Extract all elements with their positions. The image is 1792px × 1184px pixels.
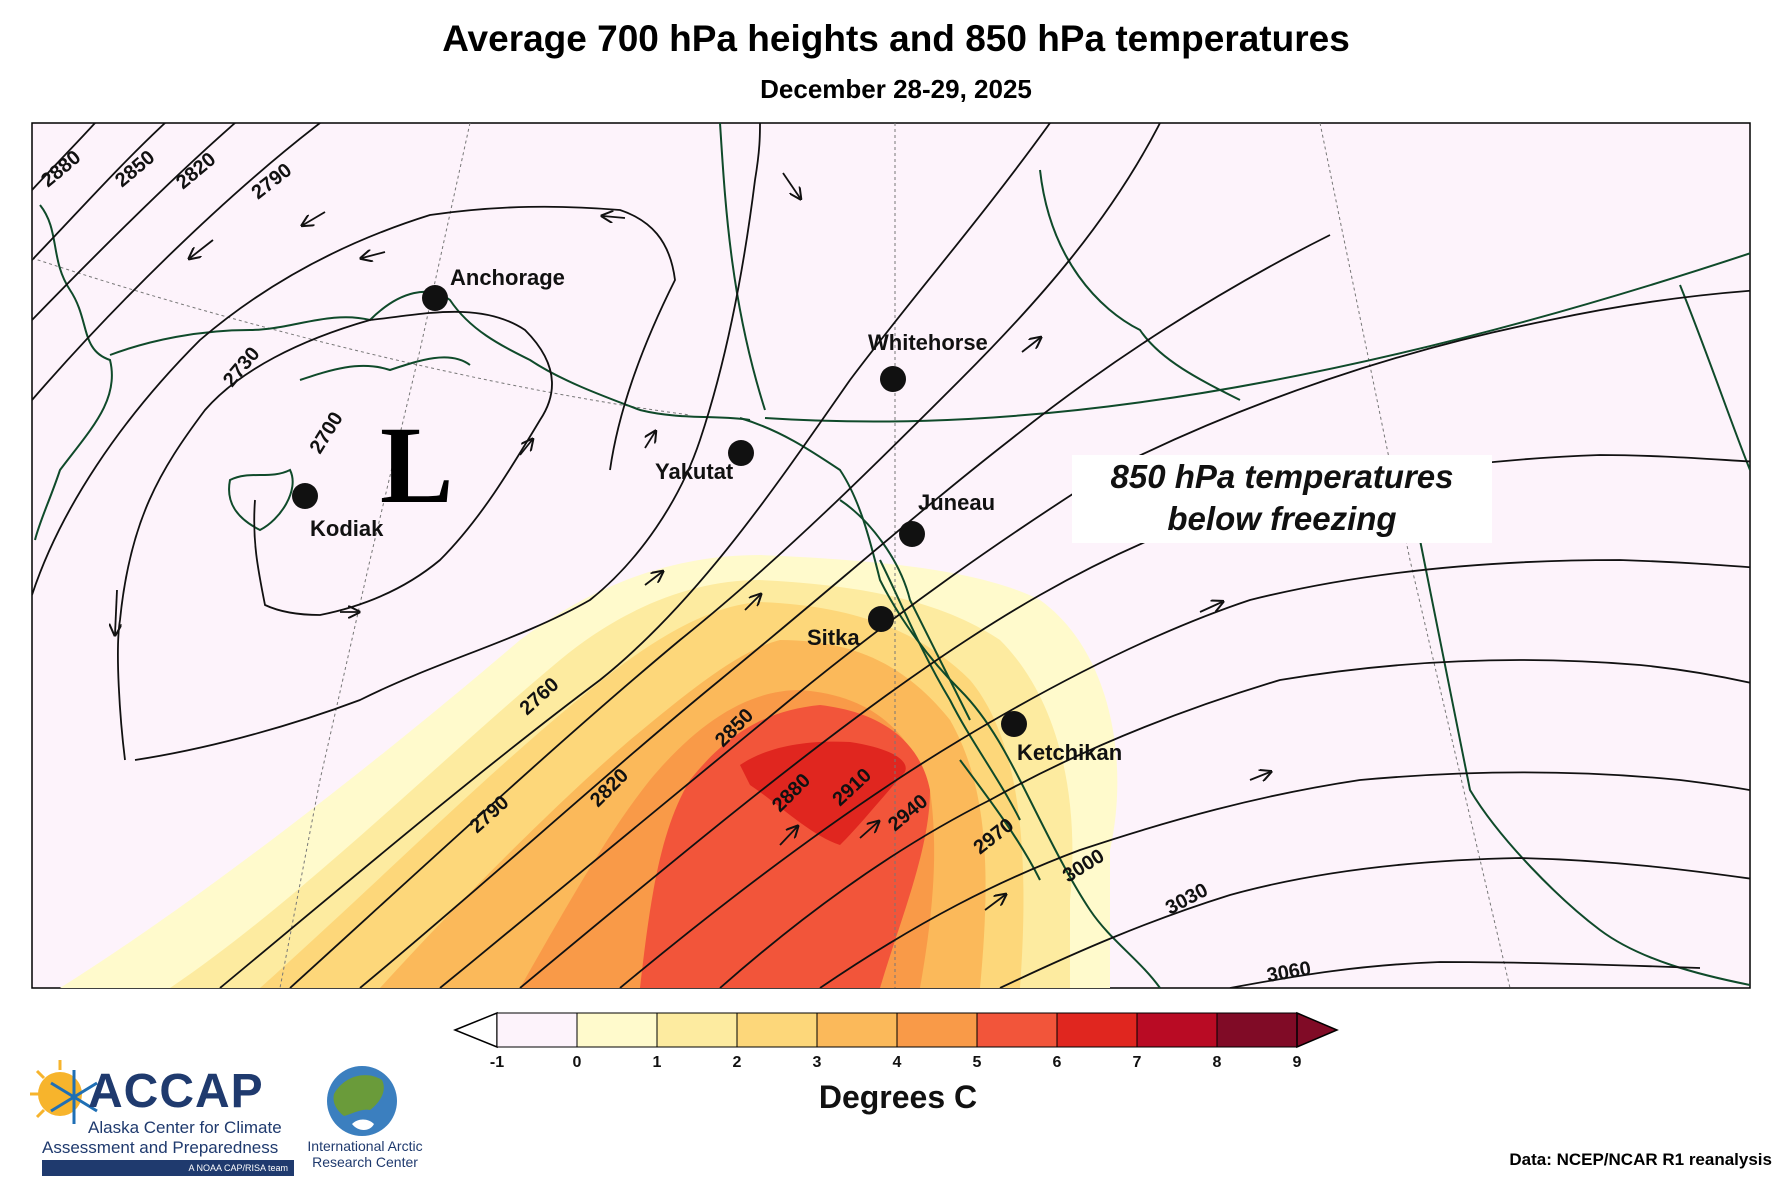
colorbar-swatch <box>496 1012 578 1048</box>
colorbar-tick-label: 6 <box>1053 1054 1062 1071</box>
colorbar-tick-label: 0 <box>573 1054 582 1071</box>
colorbar-under-arrow <box>453 1011 498 1049</box>
city-markers: Anchorage Kodiak Yakutat Whitehorse June… <box>292 265 1122 765</box>
map-subtitle: December 28-29, 2025 <box>760 74 1032 104</box>
data-credit: Data: NCEP/NCAR R1 reanalysis <box>1509 1150 1772 1169</box>
city-dot-juneau <box>899 521 925 547</box>
accap-logo <box>30 1060 98 1124</box>
city-label-juneau: Juneau <box>918 490 995 515</box>
city-dot-kodiak <box>292 483 318 509</box>
city-label-kodiak: Kodiak <box>310 516 384 541</box>
colorbar-tick-label: 3 <box>813 1054 822 1071</box>
annotation-line1: 850 hPa temperatures <box>1110 458 1453 495</box>
colorbar-tick-label: 7 <box>1133 1054 1142 1071</box>
city-label-sitka: Sitka <box>807 625 860 650</box>
colorbar-tick-label: 9 <box>1293 1054 1302 1071</box>
city-dot-whitehorse <box>880 366 906 392</box>
low-pressure-marker: L <box>380 404 453 526</box>
colorbar: -1 0 1 2 3 4 5 6 7 8 9 Degrees C <box>453 1011 1339 1115</box>
colorbar-swatch <box>576 1012 658 1048</box>
flow-arrows <box>115 172 1270 911</box>
iarc-line2: Research Center <box>312 1154 418 1170</box>
city-label-yakutat: Yakutat <box>655 459 734 484</box>
colorbar-swatch <box>656 1012 738 1048</box>
city-dot-sitka <box>868 606 894 632</box>
colorbar-swatch <box>1056 1012 1138 1048</box>
city-dot-anchorage <box>422 285 448 311</box>
colorbar-swatch <box>896 1012 978 1048</box>
colorbar-title: Degrees C <box>819 1079 977 1115</box>
accap-band: A NOAA CAP/RISA team <box>42 1160 294 1176</box>
coastline <box>34 123 1750 988</box>
colorbar-tick-label: 8 <box>1213 1054 1222 1071</box>
city-label-ketchikan: Ketchikan <box>1017 740 1122 765</box>
annotation-line2: below freezing <box>1167 500 1396 537</box>
map-title: Average 700 hPa heights and 850 hPa temp… <box>442 18 1350 59</box>
city-dot-ketchikan <box>1001 711 1027 737</box>
colorbar-swatch <box>816 1012 898 1048</box>
colorbar-swatch <box>1136 1012 1218 1048</box>
colorbar-tick-label: -1 <box>490 1054 504 1071</box>
colorbar-tick-label: 2 <box>733 1054 742 1071</box>
colorbar-tick-label: 5 <box>973 1054 982 1071</box>
colorbar-swatch <box>736 1012 818 1048</box>
city-label-anchorage: Anchorage <box>450 265 565 290</box>
iarc-label: International Arctic Research Center <box>300 1138 430 1170</box>
snowflake-icon <box>50 1070 98 1124</box>
city-label-whitehorse: Whitehorse <box>868 330 988 355</box>
accap-wordmark: ACCAP <box>88 1065 264 1118</box>
iarc-line1: International Arctic <box>307 1138 423 1154</box>
graticule <box>32 123 1511 988</box>
accap-tagline-2: Assessment and Preparedness <box>42 1138 279 1157</box>
colorbar-tick-label: 1 <box>653 1054 662 1071</box>
iarc-globe-icon <box>327 1066 397 1136</box>
accap-tagline-1: Alaska Center for Climate <box>88 1118 282 1137</box>
colorbar-over-arrow <box>1296 1011 1339 1049</box>
colorbar-swatch <box>1216 1012 1298 1048</box>
colorbar-tick-label: 4 <box>893 1054 902 1071</box>
annotation-box: 850 hPa temperatures below freezing <box>1072 455 1492 543</box>
colorbar-swatch <box>976 1012 1058 1048</box>
city-dot-yakutat <box>728 440 754 466</box>
